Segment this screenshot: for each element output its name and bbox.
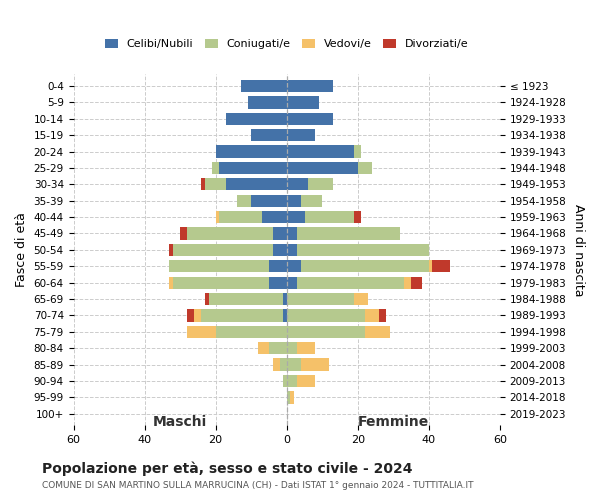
Bar [251,194,287,207]
Bar [205,178,226,190]
Bar [259,342,269,354]
Bar [433,260,450,272]
Bar [226,178,287,190]
Bar [180,228,187,239]
Bar [283,310,287,322]
Bar [354,293,368,305]
Bar [298,276,404,289]
Bar [287,228,298,239]
Bar [248,96,287,108]
Bar [287,194,301,207]
Bar [287,146,354,158]
Bar [287,129,315,141]
Bar [269,342,287,354]
Bar [169,276,173,289]
Bar [298,244,429,256]
Bar [272,358,280,371]
Text: Popolazione per età, sesso e stato civile - 2024: Popolazione per età, sesso e stato civil… [42,461,413,475]
Bar [301,260,429,272]
Bar [287,326,365,338]
Bar [169,244,173,256]
Bar [241,80,287,92]
Bar [237,194,251,207]
Bar [287,244,298,256]
Bar [169,260,269,272]
Y-axis label: Fasce di età: Fasce di età [15,212,28,288]
Bar [287,310,365,322]
Bar [280,358,287,371]
Bar [411,276,422,289]
Bar [209,293,283,305]
Bar [308,178,333,190]
Bar [187,310,194,322]
Bar [287,375,298,387]
Bar [287,162,358,174]
Legend: Celibi/Nubili, Coniugati/e, Vedovi/e, Divorziati/e: Celibi/Nubili, Coniugati/e, Vedovi/e, Di… [100,34,473,54]
Bar [272,244,287,256]
Bar [287,178,308,190]
Bar [358,162,372,174]
Bar [287,96,319,108]
Bar [354,211,361,223]
Bar [354,146,361,158]
Bar [301,194,322,207]
Bar [187,228,272,239]
Bar [365,326,390,338]
Bar [262,211,287,223]
Bar [287,211,305,223]
Bar [219,211,262,223]
Bar [269,260,287,272]
Bar [301,358,329,371]
Bar [287,276,298,289]
Bar [215,146,287,158]
Bar [298,228,400,239]
Text: Femmine: Femmine [358,415,429,429]
Text: Maschi: Maschi [153,415,207,429]
Bar [202,310,283,322]
Bar [215,326,287,338]
Bar [173,244,272,256]
Bar [365,310,379,322]
Bar [269,276,287,289]
Bar [212,162,219,174]
Y-axis label: Anni di nascita: Anni di nascita [572,204,585,296]
Text: COMUNE DI SAN MARTINO SULLA MARRUCINA (CH) - Dati ISTAT 1° gennaio 2024 - TUTTIT: COMUNE DI SAN MARTINO SULLA MARRUCINA (C… [42,480,473,490]
Bar [379,310,386,322]
Bar [287,260,301,272]
Bar [404,276,411,289]
Bar [194,310,202,322]
Bar [287,112,333,125]
Bar [287,293,354,305]
Bar [283,293,287,305]
Bar [283,375,287,387]
Bar [272,228,287,239]
Bar [287,342,298,354]
Bar [287,392,290,404]
Bar [187,326,215,338]
Bar [226,112,287,125]
Bar [287,358,301,371]
Bar [287,80,333,92]
Bar [215,211,219,223]
Bar [219,162,287,174]
Bar [429,260,433,272]
Bar [305,211,354,223]
Bar [290,392,294,404]
Bar [298,342,315,354]
Bar [202,178,205,190]
Bar [298,375,315,387]
Bar [205,293,209,305]
Bar [251,129,287,141]
Bar [173,276,269,289]
